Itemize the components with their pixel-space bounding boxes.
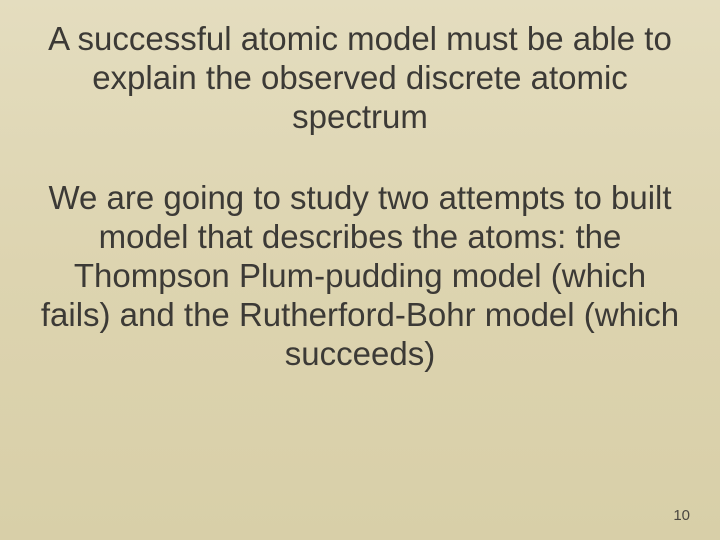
paragraph-2: We are going to study two attempts to bu… bbox=[40, 179, 680, 374]
paragraph-1: A successful atomic model must be able t… bbox=[40, 20, 680, 137]
page-number: 10 bbox=[673, 507, 690, 524]
slide-container: A successful atomic model must be able t… bbox=[0, 0, 720, 540]
